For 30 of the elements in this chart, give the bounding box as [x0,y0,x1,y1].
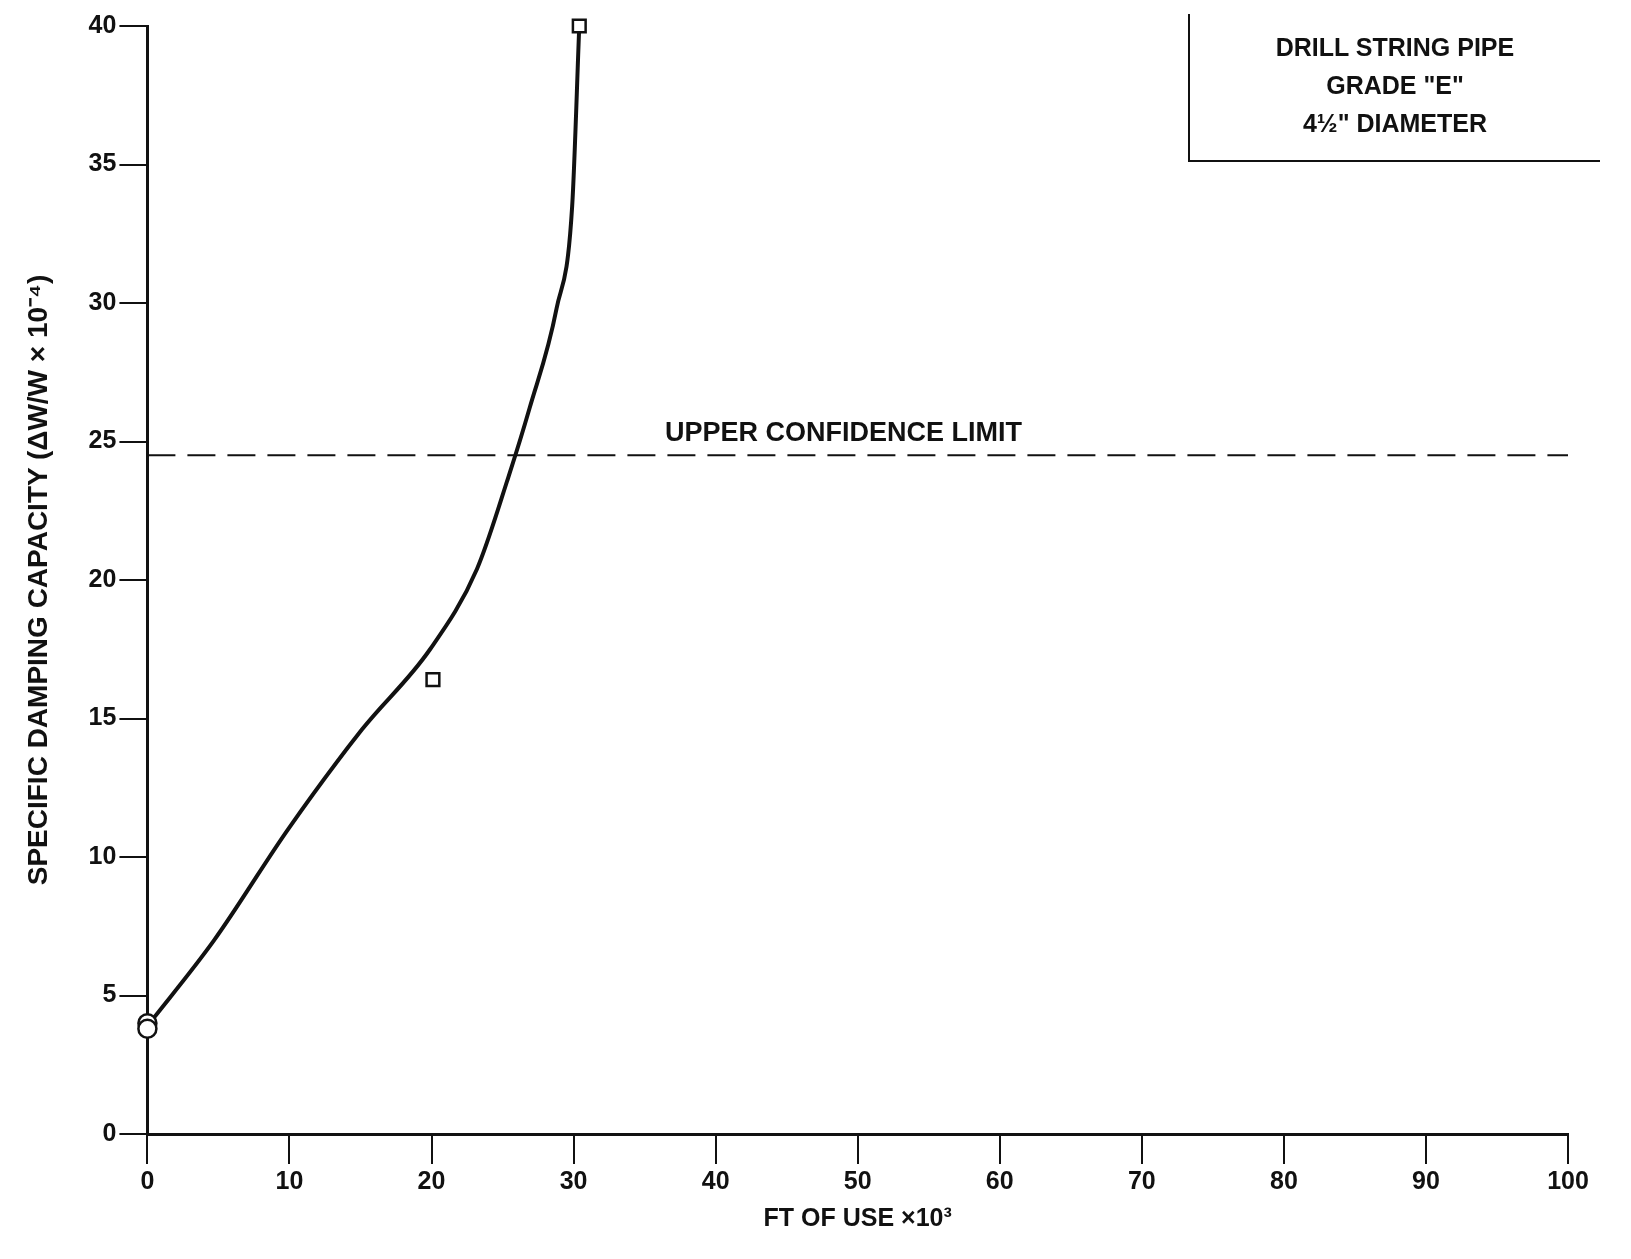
y-axis-title: SPECIFIC DAMPING CAPACITY (ΔW/W × 10⁻⁴) [21,274,53,886]
x-tick-label: 80 [1269,1165,1298,1194]
y-tick-label: 40 [88,9,117,38]
annotation: 4½" DIAMETER [1301,108,1489,139]
point [571,18,587,34]
point [425,672,441,688]
note-box: DRILL STRING PIPE GRADE "E" 4½" DIAMETER [1188,14,1600,162]
y-tick-label: 5 [102,979,117,1008]
y-tick-label: 35 [88,148,117,177]
x-tick-label: 50 [843,1165,872,1194]
x-axis-title: FT OF USE ×10³ [763,1202,952,1231]
y-tick-label: 15 [88,702,117,731]
point [137,1018,158,1039]
y-tick-label: 10 [88,840,117,869]
x-tick-label: 30 [559,1165,588,1194]
x-tick-label: 20 [417,1165,446,1194]
x-tick-label: 10 [275,1165,304,1194]
y-tick-label: 30 [88,286,117,315]
annotation: DRILL STRING PIPE [1274,32,1516,63]
y-tick-label: 0 [102,1117,117,1146]
x-tick-label: 90 [1412,1165,1440,1194]
y-tick-label: 25 [88,425,117,454]
x-tick-label: 40 [701,1165,730,1194]
x-tick-label: 0 [140,1165,155,1194]
annotation: GRADE "E" [1325,70,1465,101]
x-tick-label: 70 [1127,1165,1156,1194]
ref-line-label: UPPER CONFIDENCE LIMIT [664,417,1023,448]
x-tick-label: 60 [985,1165,1014,1194]
x-tick-label: 100 [1547,1165,1589,1194]
y-tick-label: 20 [88,563,117,592]
